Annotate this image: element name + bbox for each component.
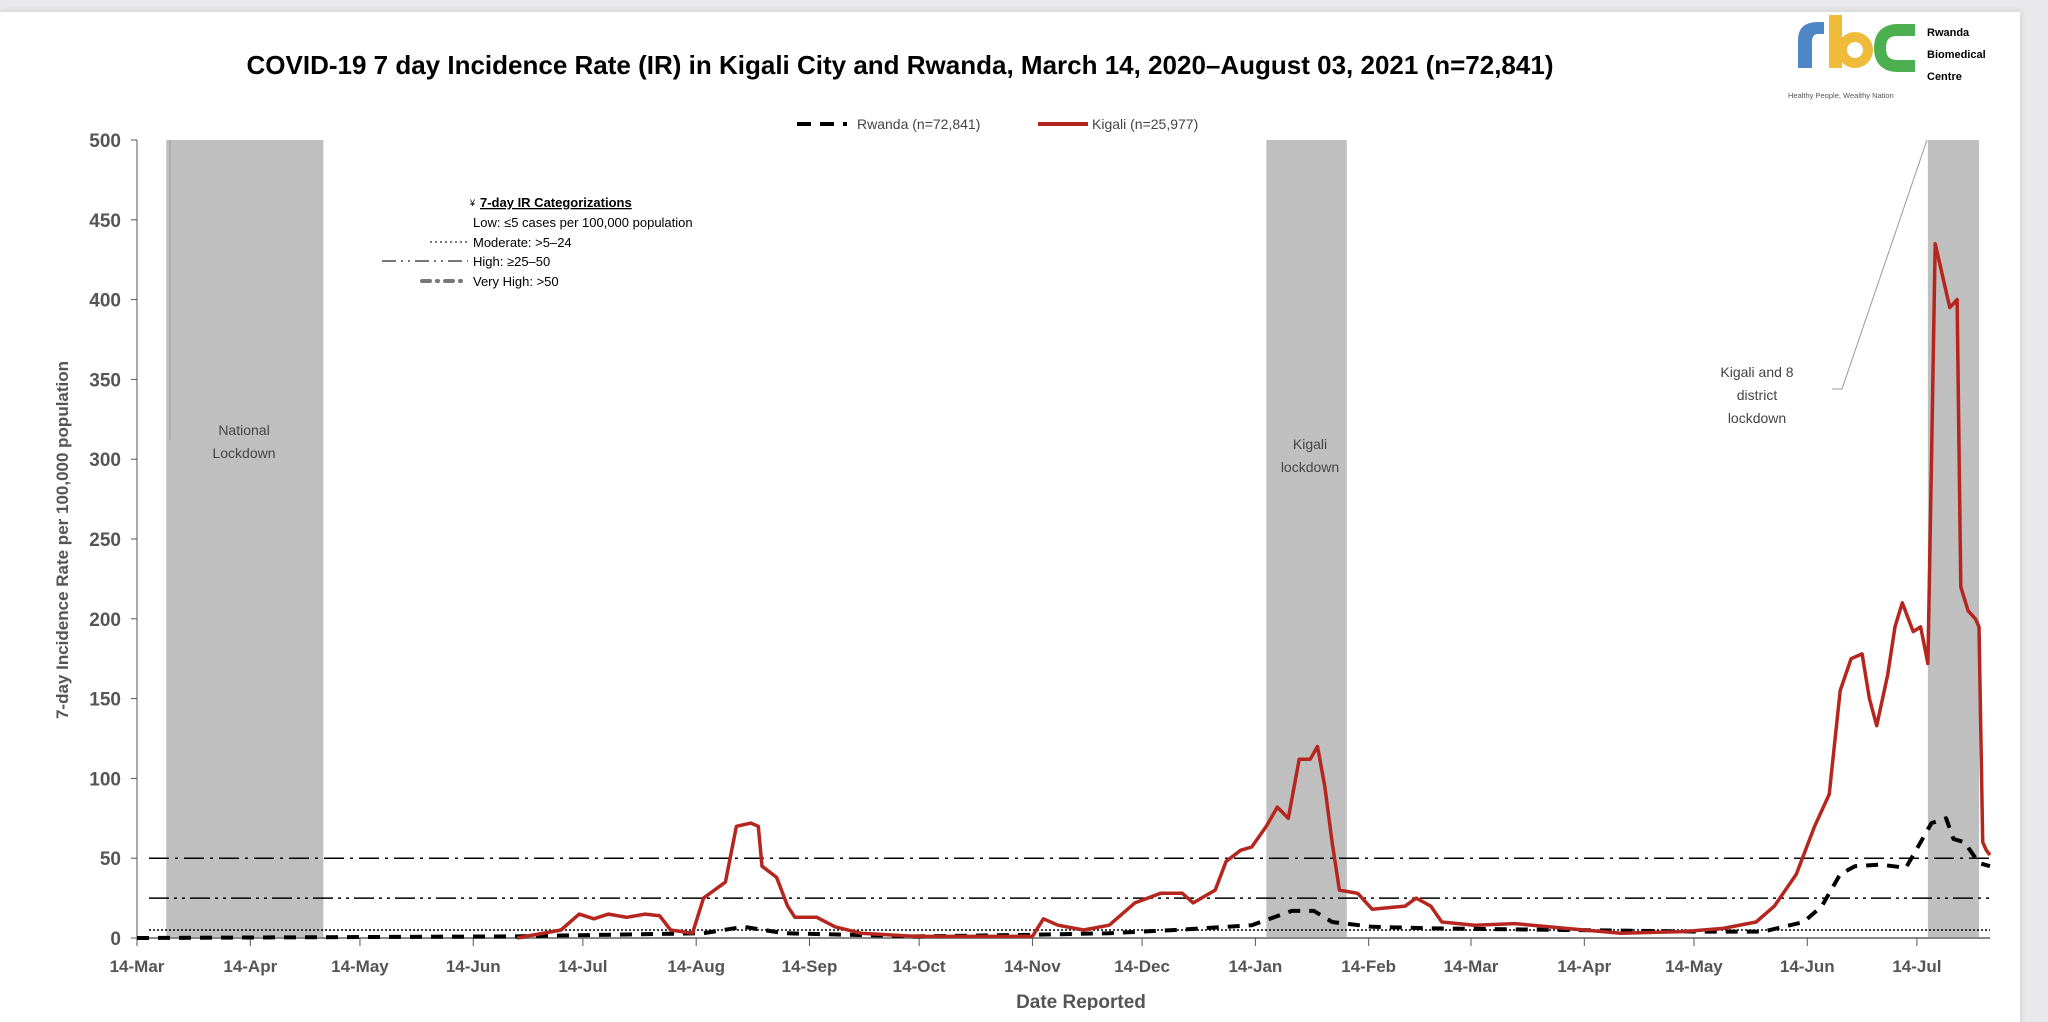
x-tick-label: 14-Sep — [782, 957, 838, 976]
legend-kigali-label: Kigali (n=25,977) — [1092, 116, 1198, 132]
annotations: National Lockdown Kigali lockdown Kigali… — [169, 139, 1928, 475]
y-tick-label: 150 — [89, 690, 121, 711]
y-tick-label: 0 — [110, 929, 121, 950]
logo-tagline: Healthy People, Wealthy Nation — [1788, 91, 1894, 100]
logo-c-mark — [1873, 24, 1915, 72]
x-tick-label: 14-Feb — [1341, 957, 1396, 976]
y-axis-label: 7-day Incidence Rate per 100,000 populat… — [53, 361, 72, 719]
x-tick-label: 14-Jun — [1780, 957, 1835, 976]
x-tick-label: 14-Jul — [558, 957, 607, 976]
categorization-box: ¥ 7-day IR Categorizations Low: ≤5 cases… — [382, 195, 693, 289]
logo-org-line3: Centre — [1927, 71, 1962, 83]
y-tick-label: 350 — [89, 370, 121, 391]
y-tick-label: 250 — [89, 530, 121, 551]
categorization-title: 7-day IR Categorizations — [480, 195, 632, 210]
x-tick-label: 14-Mar — [110, 957, 165, 976]
annotation-national-1: National — [218, 422, 269, 438]
logo-b-bowl — [1837, 32, 1873, 68]
y-tick-label: 450 — [89, 211, 121, 232]
annotation-district-1: Kigali and 8 — [1720, 364, 1793, 380]
x-tick-label: 14-Aug — [667, 957, 725, 976]
logo-org-line2: Biomedical — [1927, 49, 1986, 61]
annotation-national-2: Lockdown — [212, 445, 275, 461]
chart-title: COVID-19 7 day Incidence Rate (IR) in Ki… — [247, 50, 1554, 80]
logo-r-mark — [1798, 22, 1824, 68]
x-tick-label: 14-Apr — [223, 957, 277, 976]
y-tick-label: 300 — [89, 450, 121, 471]
shaded-period-0 — [166, 140, 324, 938]
x-tick-label: 14-May — [331, 957, 389, 976]
x-axis-label: Date Reported — [1016, 992, 1146, 1010]
kigali-series-line — [516, 241, 1992, 940]
legend: Rwanda (n=72,841) Kigali (n=25,977) — [797, 116, 1198, 132]
x-tick-label: 14-Jan — [1228, 957, 1282, 976]
categorization-marker: ¥ — [469, 198, 476, 208]
shaded-period-1 — [1266, 140, 1347, 938]
y-tick-label: 400 — [89, 291, 121, 312]
y-tick-label: 50 — [100, 849, 121, 870]
category-moderate: Moderate: >5–24 — [473, 235, 572, 250]
x-tick-label: 14-Jul — [1892, 957, 1941, 976]
rbc-logo: Rwanda Biomedical Centre Healthy People,… — [1788, 15, 1986, 100]
district-lockdown-leader — [1832, 139, 1928, 390]
legend-rwanda-label: Rwanda (n=72,841) — [857, 116, 980, 132]
x-tick-label: 14-Mar — [1444, 957, 1499, 976]
category-very-high: Very High: >50 — [473, 274, 559, 289]
annotation-kigali-2: lockdown — [1281, 459, 1339, 475]
y-tick-label: 200 — [89, 610, 121, 631]
annotation-district-3: lockdown — [1728, 410, 1786, 426]
logo-org-line1: Rwanda — [1927, 27, 1970, 39]
annotation-kigali-1: Kigali — [1293, 436, 1327, 452]
chart-card — [0, 12, 2020, 1022]
category-high: High: ≥25–50 — [473, 254, 550, 269]
y-tick-label: 100 — [89, 769, 121, 790]
x-tick-label: 14-May — [1665, 957, 1723, 976]
x-tick-label: 14-Dec — [1114, 957, 1170, 976]
rwanda-series-line — [136, 816, 1991, 940]
x-tick-label: 14-Apr — [1557, 957, 1611, 976]
annotation-district-2: district — [1737, 387, 1778, 403]
x-tick-label: 14-Nov — [1004, 957, 1061, 976]
x-tick-label: 14-Oct — [893, 957, 946, 976]
category-low: Low: ≤5 cases per 100,000 population — [473, 215, 693, 230]
y-tick-label: 500 — [89, 131, 121, 152]
x-tick-label: 14-Jun — [446, 957, 501, 976]
